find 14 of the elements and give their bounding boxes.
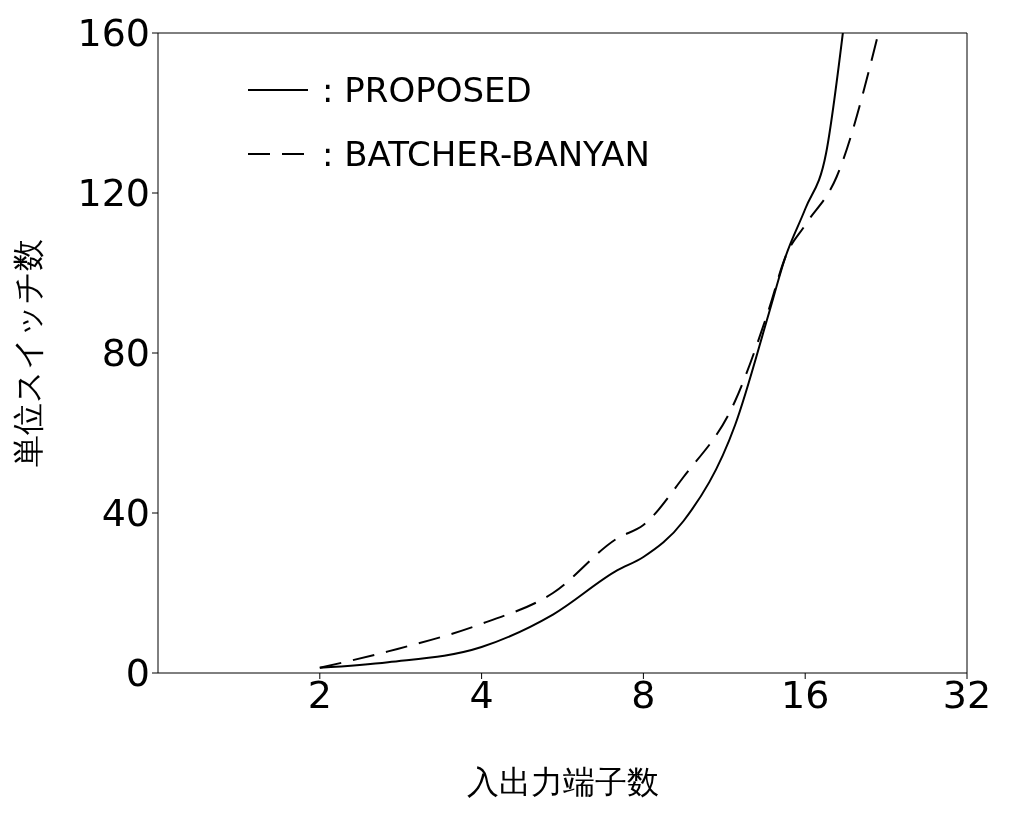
y-tick-label: 80 — [101, 331, 150, 376]
x-tick-label: 4 — [469, 672, 494, 717]
x-tick-label: 2 — [307, 672, 332, 717]
legend-label: : PROPOSED — [322, 70, 532, 110]
x-tick-label: 32 — [942, 672, 992, 717]
x-tick-label: 16 — [781, 672, 830, 717]
y-tick-label: 0 — [125, 651, 150, 696]
y-axis-title: 単位スイッチ数 — [9, 239, 48, 467]
x-tick-label: 8 — [631, 672, 656, 717]
y-tick-label: 120 — [77, 171, 150, 216]
legend-label: : BATCHER-BANYAN — [322, 134, 650, 174]
x-axis-title: 入出力端子数 — [466, 763, 659, 801]
y-tick-label: 160 — [77, 11, 150, 56]
y-tick-label: 40 — [101, 491, 150, 536]
